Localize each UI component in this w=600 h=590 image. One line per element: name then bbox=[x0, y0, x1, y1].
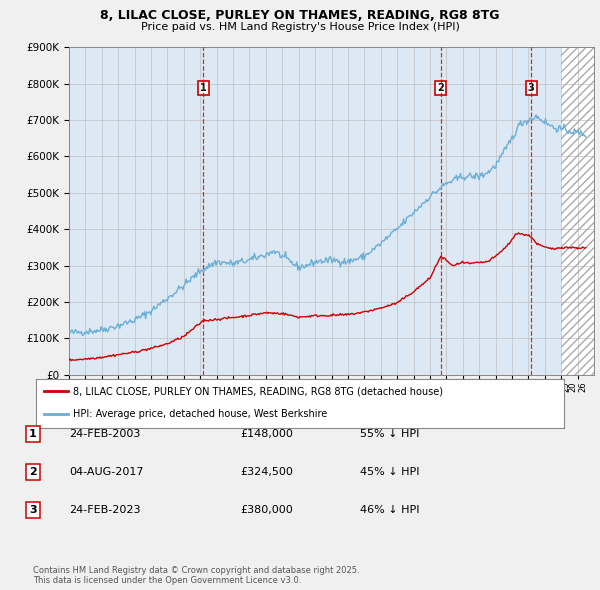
Text: HPI: Average price, detached house, West Berkshire: HPI: Average price, detached house, West… bbox=[73, 409, 327, 419]
Text: Price paid vs. HM Land Registry's House Price Index (HPI): Price paid vs. HM Land Registry's House … bbox=[140, 22, 460, 32]
Text: 04-AUG-2017: 04-AUG-2017 bbox=[69, 467, 143, 477]
Text: 45% ↓ HPI: 45% ↓ HPI bbox=[360, 467, 419, 477]
Text: 2: 2 bbox=[29, 467, 37, 477]
Text: Contains HM Land Registry data © Crown copyright and database right 2025.
This d: Contains HM Land Registry data © Crown c… bbox=[33, 566, 359, 585]
Text: 2: 2 bbox=[437, 83, 444, 93]
Text: 24-FEB-2003: 24-FEB-2003 bbox=[69, 429, 140, 438]
Text: 46% ↓ HPI: 46% ↓ HPI bbox=[360, 506, 419, 515]
Text: £380,000: £380,000 bbox=[240, 506, 293, 515]
Text: 1: 1 bbox=[200, 83, 206, 93]
Text: 8, LILAC CLOSE, PURLEY ON THAMES, READING, RG8 8TG (detached house): 8, LILAC CLOSE, PURLEY ON THAMES, READIN… bbox=[73, 386, 443, 396]
Text: 8, LILAC CLOSE, PURLEY ON THAMES, READING, RG8 8TG: 8, LILAC CLOSE, PURLEY ON THAMES, READIN… bbox=[100, 9, 500, 22]
Text: £148,000: £148,000 bbox=[240, 429, 293, 438]
Text: 1: 1 bbox=[29, 429, 37, 438]
Bar bbox=[561, 47, 594, 375]
Text: 55% ↓ HPI: 55% ↓ HPI bbox=[360, 429, 419, 438]
Text: 3: 3 bbox=[29, 506, 37, 515]
Bar bbox=[561, 47, 594, 375]
Text: £324,500: £324,500 bbox=[240, 467, 293, 477]
Bar bbox=[561, 47, 594, 375]
Text: 3: 3 bbox=[528, 83, 535, 93]
Text: 24-FEB-2023: 24-FEB-2023 bbox=[69, 506, 140, 515]
